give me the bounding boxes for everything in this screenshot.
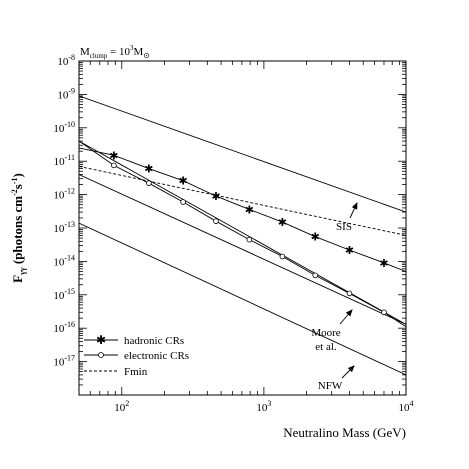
data-point-hadronic: ✱ xyxy=(379,258,388,270)
y-tick-label: 10-15 xyxy=(53,287,75,302)
legend: ✱ hadronic CRs electronic CRs Fmin xyxy=(84,333,189,378)
x-axis-label: Neutralino Mass (GeV) xyxy=(283,425,406,440)
ylabel-text2: s xyxy=(10,184,25,189)
series-line-3 xyxy=(79,222,406,376)
subtitle-sun: ⊙ xyxy=(143,51,150,60)
legend-item-hadronic: ✱ hadronic CRs xyxy=(84,333,184,347)
legend-marker-electronic xyxy=(98,352,104,358)
chart-subtitle: Mclump = 103M⊙ xyxy=(80,44,150,60)
data-point-hadronic: ✱ xyxy=(144,164,153,176)
legend-marker-hadronic: ✱ xyxy=(96,333,106,347)
data-point-electronic xyxy=(381,309,387,316)
y-tick-label: 10-9 xyxy=(57,86,75,101)
y-tick-label: 10-10 xyxy=(53,120,75,135)
annotation-nfw-label: NFW xyxy=(318,380,343,392)
data-point-electronic xyxy=(146,180,152,186)
ylabel-text3: ) xyxy=(10,173,25,177)
data-point-hadronic: ✱ xyxy=(311,232,320,244)
ylabel-exp2: -1 xyxy=(10,177,19,184)
data-point-hadronic: ✱ xyxy=(345,245,354,257)
data-point-hadronic: ✱ xyxy=(278,217,287,229)
y-tick-label: 10-12 xyxy=(53,187,75,202)
x-tick-label: 103 xyxy=(256,399,271,414)
annotation-sis-label: SIS xyxy=(336,221,352,233)
plot-area: ✱ ✱ ✱ ✱ ✱ ✱ ✱ ✱ ✱ xyxy=(79,95,406,376)
y-tick-label: 10-17 xyxy=(53,354,75,369)
data-point-electronic xyxy=(180,199,186,205)
series-line-4 xyxy=(79,165,406,236)
ylabel-f: F xyxy=(10,275,25,283)
data-point-hadronic: ✱ xyxy=(178,176,187,188)
data-point-electronic xyxy=(111,162,117,169)
series-line-2 xyxy=(79,174,406,325)
y-tick-label: 10-8 xyxy=(57,53,75,68)
ylabel-exp1: -2 xyxy=(10,189,19,196)
x-tick-label: 104 xyxy=(399,399,414,414)
subtitle-exp: 3 xyxy=(130,44,134,52)
series-line-5 xyxy=(79,147,406,272)
subtitle-eq: = 10 xyxy=(107,46,130,58)
data-point-electronic xyxy=(346,290,353,297)
subtitle-sub-clump: clump xyxy=(90,52,108,60)
data-point-hadronic: ✱ xyxy=(109,150,118,162)
data-point-hadronic: ✱ xyxy=(211,191,220,203)
subtitle-m2: M xyxy=(134,46,144,58)
annotation-nfw-arrow xyxy=(341,365,355,379)
axis-ticks: 102 103 104 10-8 10-9 10-10 10-11 10-12 10-13 10-… xyxy=(53,53,413,414)
legend-item-electronic: electronic CRs xyxy=(84,350,189,362)
series-line-1 xyxy=(79,140,406,325)
y-tick-label: 10-14 xyxy=(53,253,75,268)
y-tick-label: 10-13 xyxy=(53,220,75,235)
legend-label-fmin: Fmin xyxy=(124,366,148,378)
annotation-moore-label-2: et al. xyxy=(315,341,337,353)
data-point-electronic xyxy=(246,236,253,243)
annotation-moore: Moore et al. xyxy=(311,309,353,353)
legend-item-fmin: Fmin xyxy=(84,366,148,378)
series-line-0 xyxy=(79,95,406,213)
ylabel-text1: (photons cm xyxy=(10,196,25,268)
annotation-nfw: NFW xyxy=(318,365,355,392)
data-point-electronic xyxy=(312,272,319,279)
data-point-electronic xyxy=(279,253,286,260)
subtitle-m: M xyxy=(80,46,90,58)
legend-label-electronic: electronic CRs xyxy=(124,350,189,362)
y-tick-label: 10-11 xyxy=(54,153,75,168)
annotation-sis: SIS xyxy=(336,202,358,233)
ylabel-sub: γγ xyxy=(18,267,27,276)
annotation-moore-arrow xyxy=(339,309,353,325)
y-tick-label: 10-16 xyxy=(53,320,75,335)
data-point-hadronic: ✱ xyxy=(245,204,254,216)
annotation-moore-label: Moore xyxy=(311,327,340,339)
legend-label-hadronic: hadronic CRs xyxy=(124,335,184,347)
y-axis-label: Fγγ (photons cm-2s-1) xyxy=(10,173,27,283)
x-tick-label: 102 xyxy=(114,399,129,414)
data-point-electronic xyxy=(213,218,219,224)
annotation-sis-arrow xyxy=(349,202,358,219)
